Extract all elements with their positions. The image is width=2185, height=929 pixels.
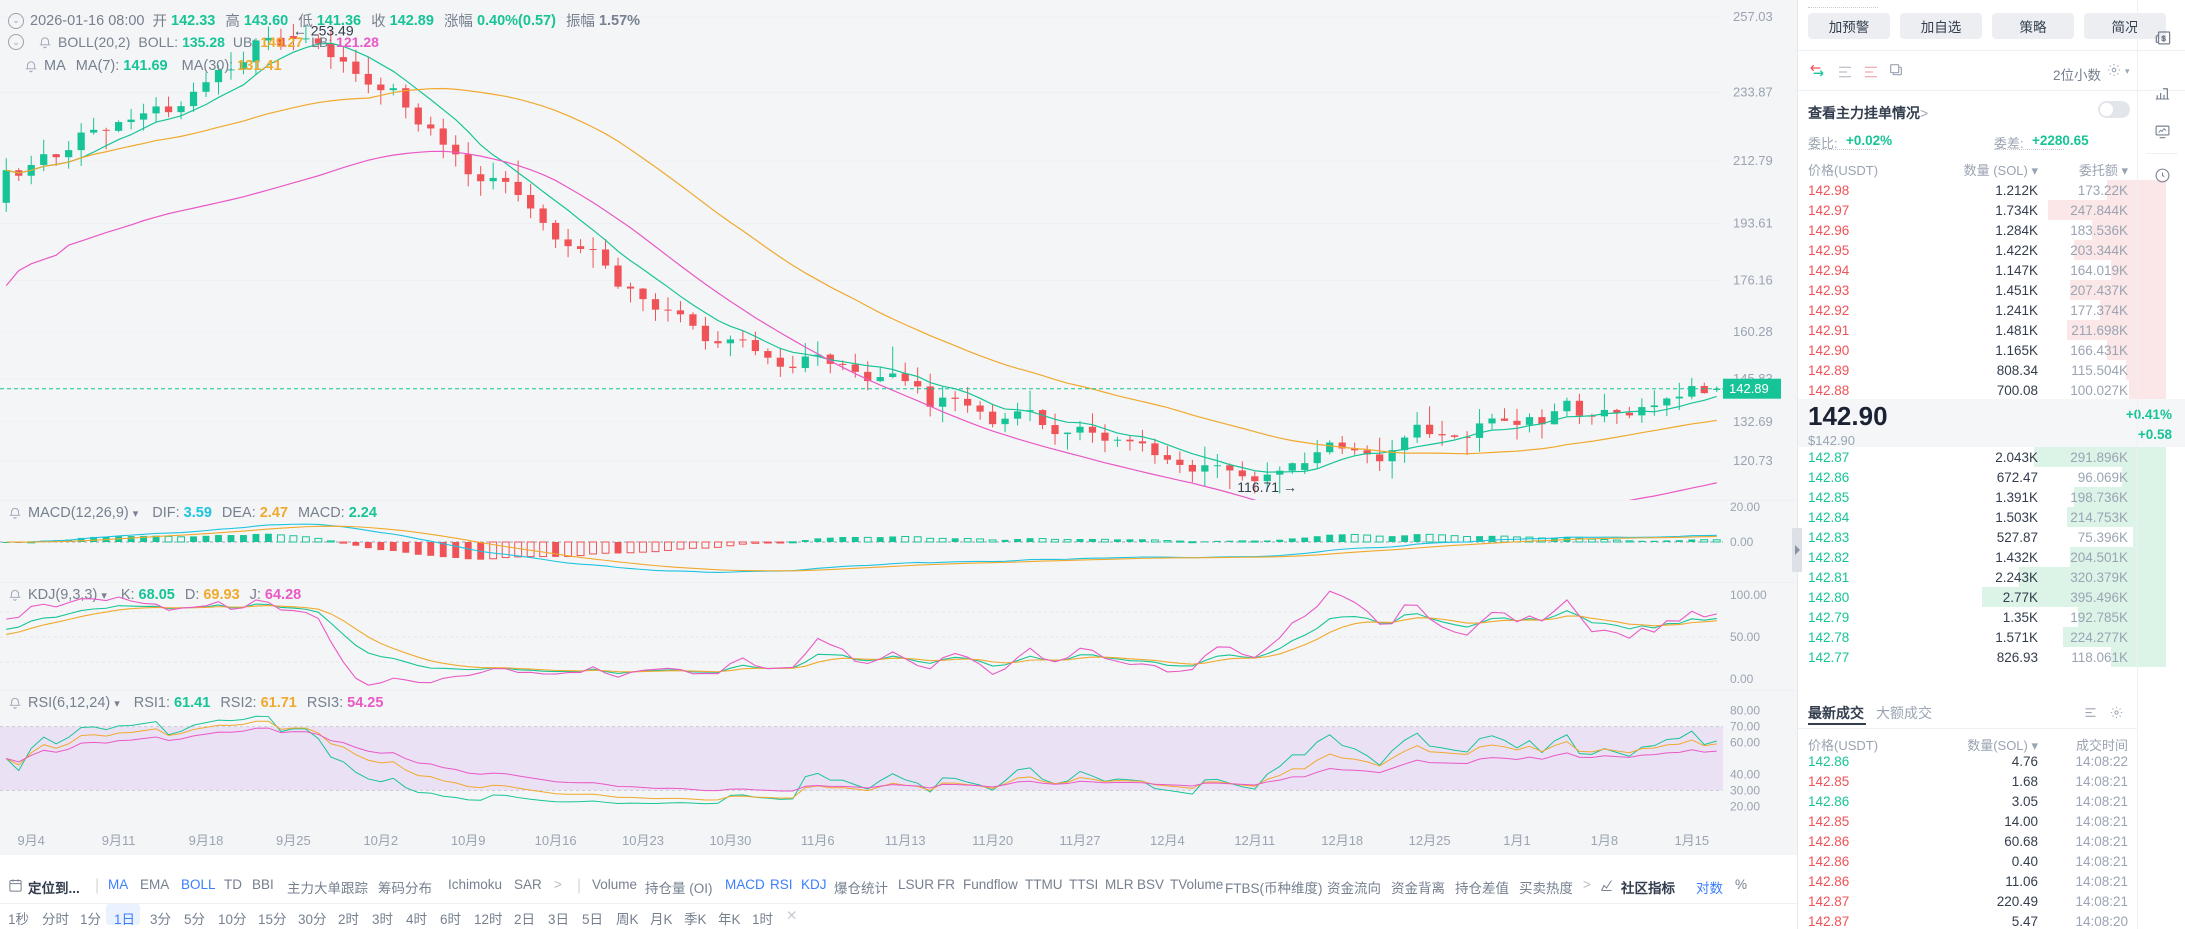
svg-text:116.71 →: 116.71 → (1237, 479, 1297, 495)
svg-text:1月15: 1月15 (1674, 833, 1709, 848)
svg-text:142.89: 142.89 (1729, 381, 1769, 396)
svg-text:10月16: 10月16 (535, 833, 577, 848)
svg-text:20.00: 20.00 (1730, 501, 1760, 514)
svg-text:132.69: 132.69 (1733, 414, 1773, 429)
svg-text:$: $ (2161, 33, 2166, 42)
svg-text:11月6: 11月6 (801, 833, 835, 848)
svg-text:60.00: 60.00 (1730, 736, 1760, 750)
svg-text:0.00: 0.00 (1730, 672, 1754, 686)
svg-text:11月13: 11月13 (885, 833, 926, 848)
svg-text:10月2: 10月2 (363, 833, 398, 848)
svg-text:10月30: 10月30 (709, 833, 751, 848)
svg-text:100.00: 100.00 (1730, 588, 1767, 602)
svg-text:70.00: 70.00 (1730, 720, 1760, 734)
svg-text:20.00: 20.00 (1730, 799, 1760, 813)
svg-text:212.79: 212.79 (1733, 153, 1773, 168)
svg-text:120.73: 120.73 (1733, 453, 1773, 468)
svg-text:12月11: 12月11 (1234, 833, 1275, 848)
svg-text:176.16: 176.16 (1733, 272, 1773, 287)
svg-text:12月4: 12月4 (1150, 833, 1185, 848)
svg-text:1月1: 1月1 (1503, 833, 1530, 848)
svg-text:1月8: 1月8 (1591, 833, 1618, 848)
svg-text:0.00: 0.00 (1730, 535, 1754, 549)
svg-text:12月25: 12月25 (1409, 833, 1451, 848)
svg-text:193.61: 193.61 (1733, 216, 1773, 231)
svg-text:12月18: 12月18 (1321, 833, 1363, 848)
svg-text:9月11: 9月11 (102, 833, 136, 848)
svg-text:233.87: 233.87 (1733, 85, 1773, 100)
svg-text:9月25: 9月25 (276, 833, 311, 848)
svg-text:80.00: 80.00 (1730, 704, 1760, 718)
svg-text:50.00: 50.00 (1730, 630, 1760, 644)
svg-text:9月18: 9月18 (189, 833, 224, 848)
svg-text:30.00: 30.00 (1730, 783, 1760, 797)
svg-text:40.00: 40.00 (1730, 768, 1760, 782)
svg-text:160.28: 160.28 (1733, 324, 1773, 339)
svg-text:10月23: 10月23 (622, 833, 664, 848)
svg-text:10月9: 10月9 (451, 833, 486, 848)
svg-text:9月4: 9月4 (17, 833, 44, 848)
svg-text:11月27: 11月27 (1060, 833, 1101, 848)
svg-text:11月20: 11月20 (972, 833, 1013, 848)
